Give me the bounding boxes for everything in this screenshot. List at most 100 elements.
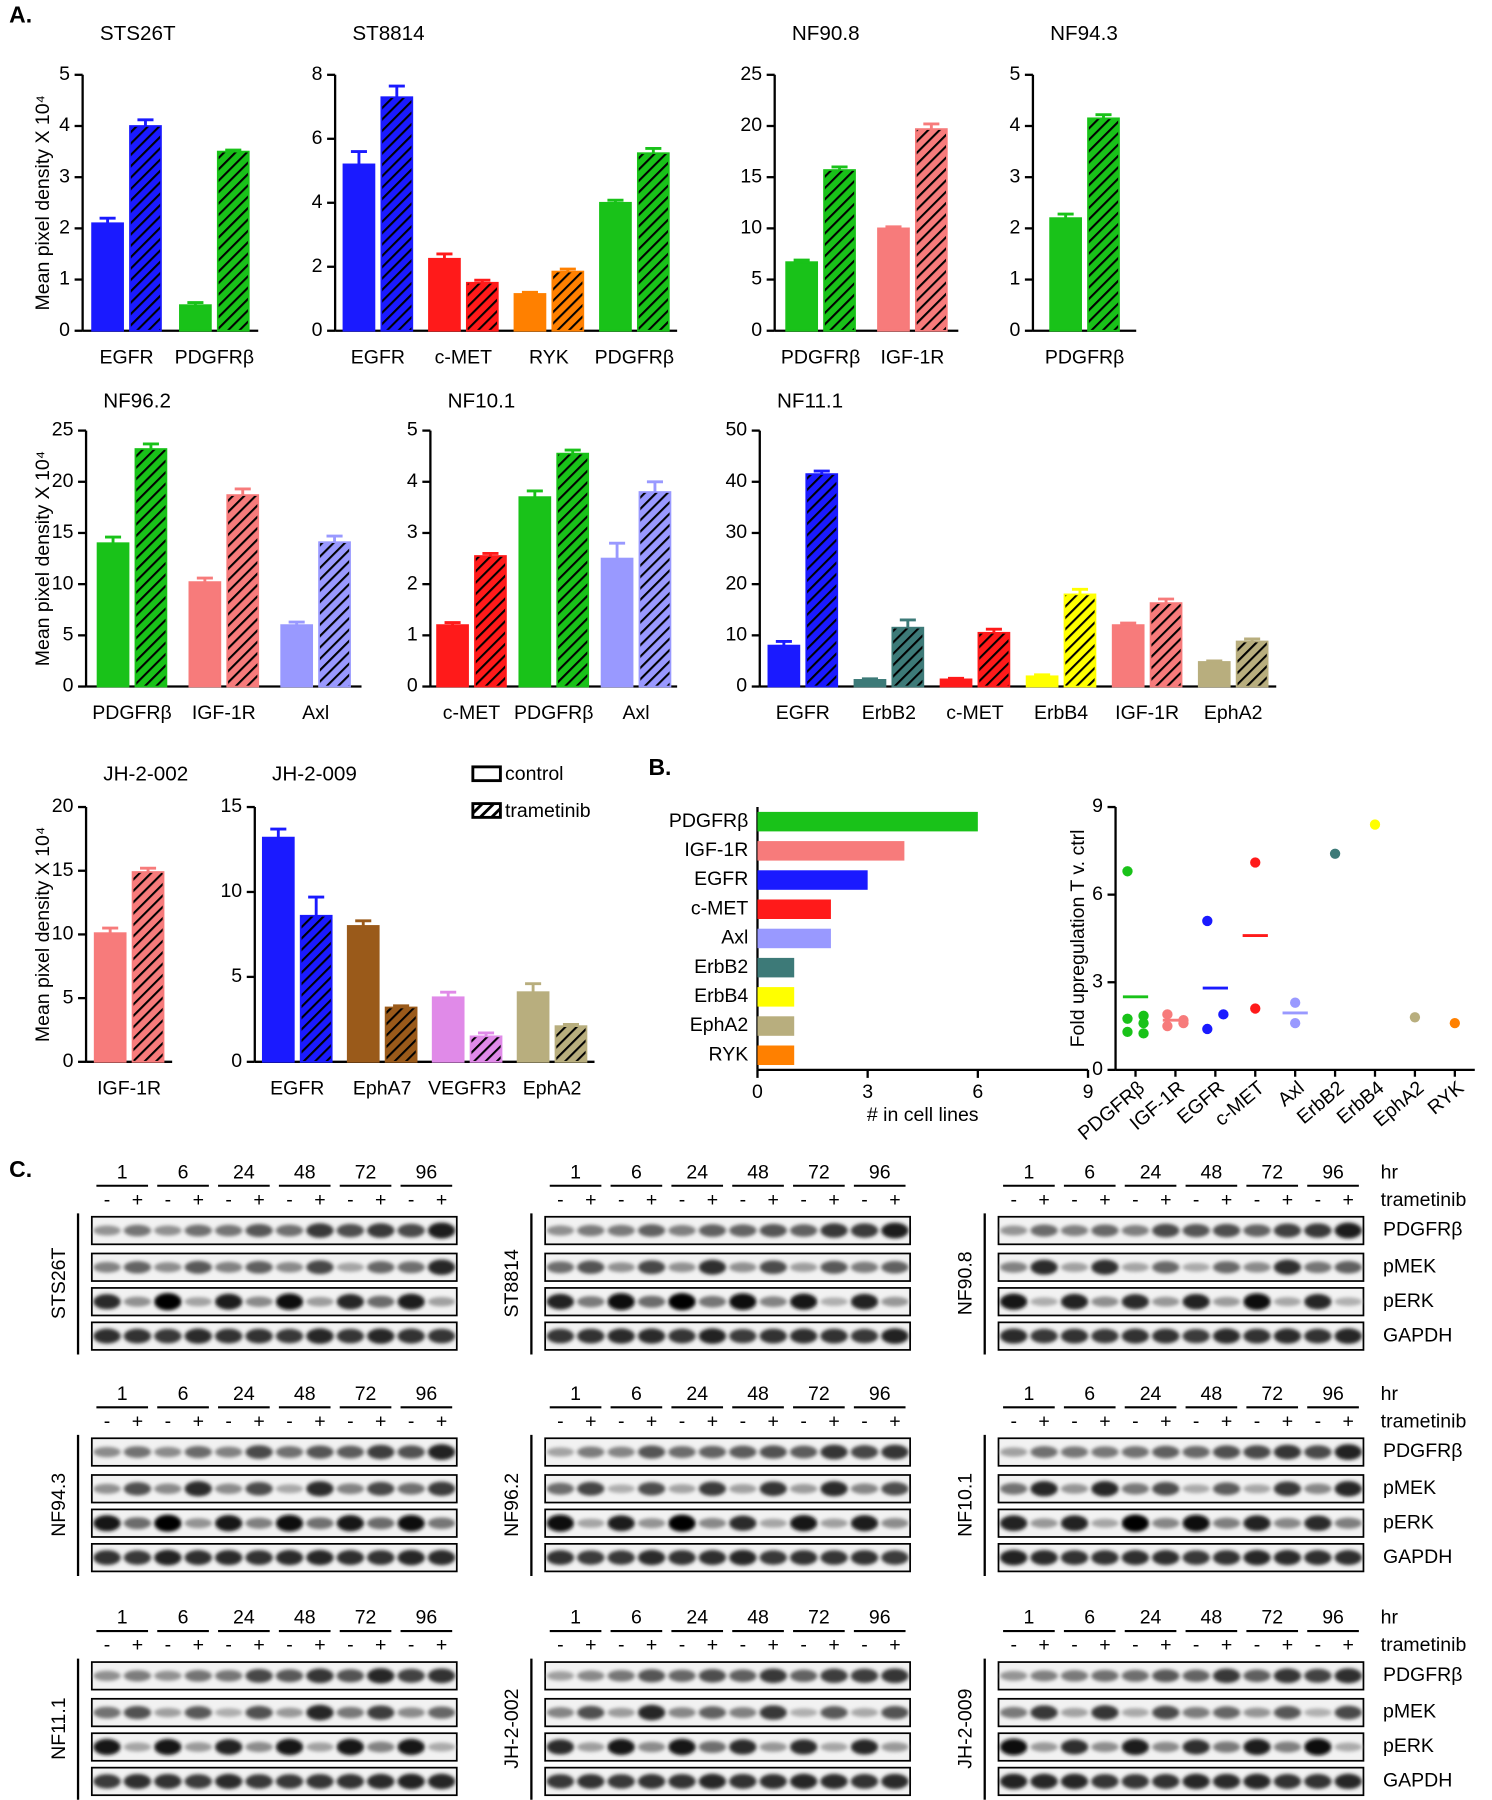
blot-band [881, 1296, 909, 1307]
treatment-label: + [1038, 1189, 1049, 1211]
data-point [1162, 1020, 1173, 1032]
treatment-label: + [1160, 1189, 1171, 1211]
blot-band [306, 1668, 334, 1684]
blot-band [1121, 1262, 1150, 1272]
y-tick-label: 0 [1009, 319, 1020, 341]
error-bar [564, 448, 581, 454]
blot-band [698, 1295, 727, 1308]
timepoint-label: 48 [1201, 1383, 1223, 1405]
blot-band [123, 1446, 152, 1458]
blot-band [820, 1518, 848, 1528]
blot-strip [544, 1697, 911, 1728]
blot-band [93, 1294, 121, 1310]
blot-strip [997, 1732, 1365, 1762]
blot-band [546, 1482, 575, 1495]
treatment-label: + [889, 1410, 900, 1432]
blot-band [729, 1224, 757, 1237]
timepoint-label: 72 [355, 1383, 377, 1405]
data-point [1138, 1017, 1149, 1029]
blot-band [1091, 1446, 1119, 1458]
blot-band [789, 1669, 818, 1683]
blot-band [1243, 1707, 1271, 1718]
error-bar [350, 150, 367, 165]
y-tick-label: 9 [1092, 795, 1103, 817]
blot-band [93, 1261, 121, 1273]
blot-band [1304, 1550, 1332, 1566]
treatment-label: - [557, 1189, 564, 1211]
bar [436, 624, 469, 688]
blot-band [1334, 1705, 1362, 1720]
bar [599, 201, 632, 332]
blot-band [1182, 1445, 1210, 1459]
timepoint-label: 72 [355, 1161, 377, 1183]
treatment-label: - [1132, 1410, 1139, 1432]
y-tick-label: IGF-1R [684, 839, 748, 861]
panel-label: A. [9, 1, 32, 27]
blot-band [820, 1260, 848, 1274]
blot-band [1000, 1549, 1028, 1566]
blot-band [820, 1773, 848, 1789]
blot-band [1212, 1261, 1241, 1274]
blot-band [1121, 1514, 1150, 1532]
blot-band [729, 1262, 757, 1273]
blot-band [881, 1668, 909, 1684]
blot-band [1212, 1706, 1241, 1719]
blot-band [123, 1773, 152, 1789]
x-tick-label: IGF-1R [1115, 702, 1179, 724]
timepoint-label: 72 [808, 1607, 830, 1629]
error-bar [885, 225, 902, 229]
timepoint-label: 72 [355, 1607, 377, 1629]
blot-band [306, 1260, 334, 1275]
blot-band [336, 1328, 365, 1344]
blot-band [1304, 1483, 1332, 1495]
blot-band [427, 1444, 456, 1460]
y-tick-label: 5 [751, 268, 762, 290]
bar [757, 841, 905, 861]
blot-band [184, 1481, 212, 1497]
blot-band [577, 1481, 605, 1496]
error-bar [1071, 587, 1089, 595]
blot-bands [1000, 1705, 1362, 1720]
blot-band [397, 1293, 425, 1310]
y-tick-label: 10 [740, 217, 762, 239]
blot-strip [90, 1215, 458, 1246]
timepoint-label: 1 [1023, 1383, 1034, 1405]
treatment-label: - [740, 1410, 747, 1432]
blot-band [427, 1481, 456, 1496]
y-tick-label: 5 [407, 419, 418, 441]
data-point [1202, 1023, 1213, 1035]
x-tick-label: PDGFRβ [514, 702, 593, 724]
protein-label: GAPDH [1383, 1324, 1452, 1346]
timepoint-label: 48 [1201, 1607, 1223, 1629]
blot-band [245, 1445, 273, 1459]
blot-band [184, 1670, 212, 1682]
blot-band [275, 1328, 304, 1344]
blot-band [1273, 1668, 1302, 1684]
data-point [1122, 1026, 1133, 1038]
timepoint-label: 48 [747, 1161, 769, 1183]
blot-band [1000, 1447, 1028, 1457]
error-bar [1120, 621, 1137, 626]
blot-band [336, 1738, 365, 1756]
treatment-label: + [375, 1189, 386, 1211]
blot-band [759, 1328, 787, 1344]
blot-bands [1000, 1259, 1362, 1275]
treatment-label: - [286, 1189, 293, 1211]
blot-band [789, 1773, 818, 1790]
treatment-label: + [1099, 1634, 1110, 1656]
data-point [1329, 848, 1341, 859]
blot-band [637, 1774, 666, 1789]
x-axis-label: # in cell lines [867, 1104, 979, 1126]
treatment-label: + [253, 1634, 264, 1656]
blot-band [184, 1297, 212, 1307]
blot-band [1212, 1482, 1241, 1496]
blot-band [1334, 1328, 1362, 1344]
blot-band [577, 1518, 605, 1528]
blot-band [668, 1293, 696, 1311]
blot-band [1212, 1741, 1241, 1753]
blot-band [1121, 1446, 1150, 1458]
chart-title: JH-2-002 [103, 762, 188, 785]
blot-strip [90, 1542, 458, 1573]
blot-band [1030, 1518, 1058, 1529]
blot-band [245, 1741, 273, 1753]
